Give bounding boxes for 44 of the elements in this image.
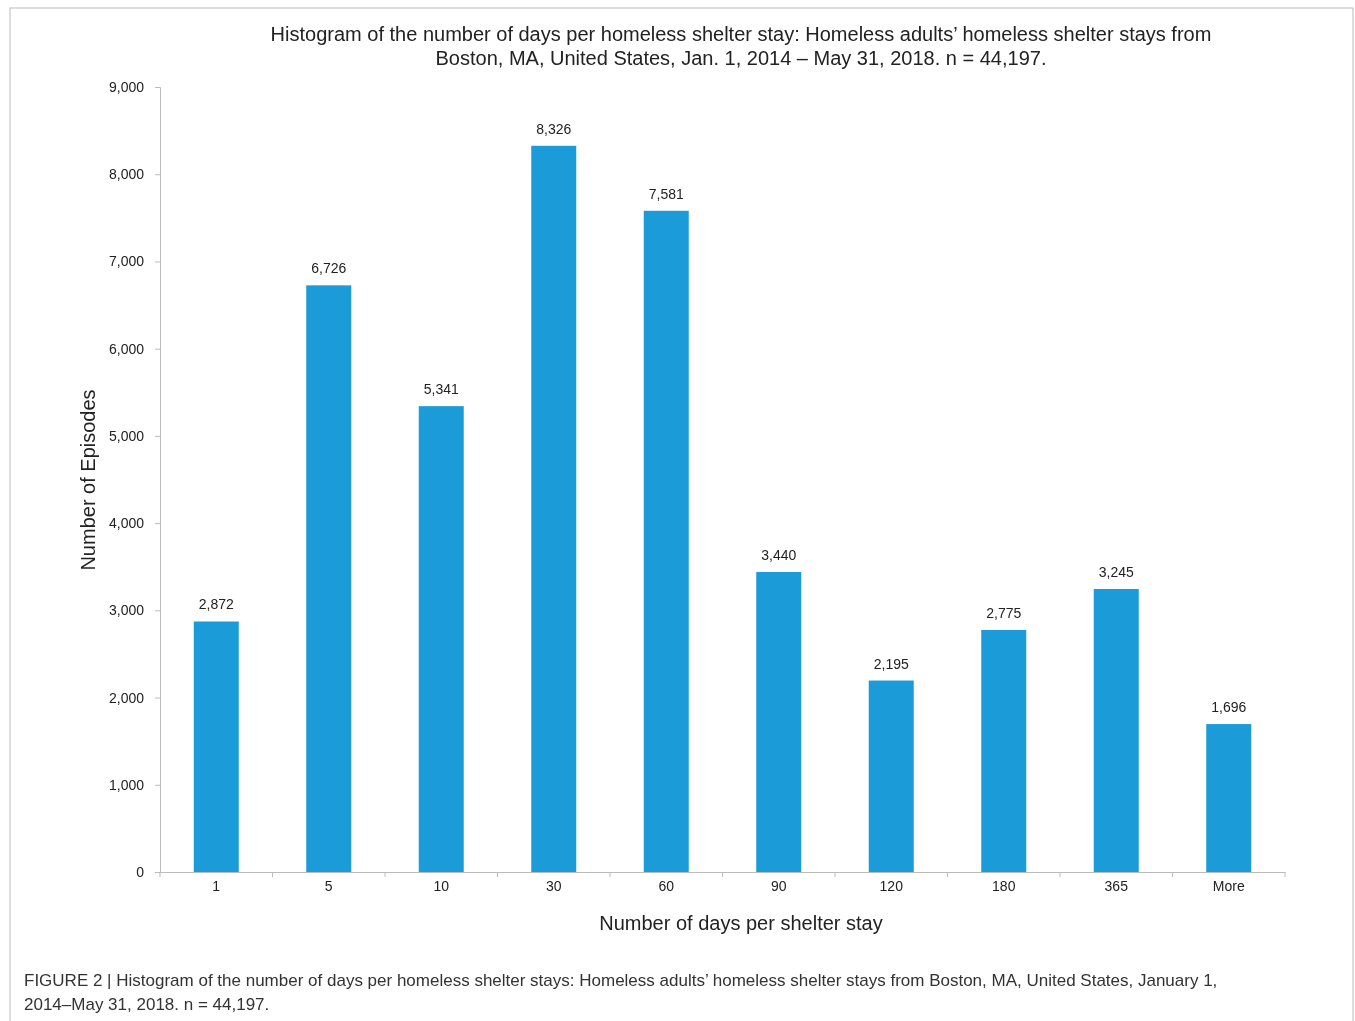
bar	[1206, 724, 1252, 872]
bar	[1093, 588, 1139, 872]
bar	[643, 210, 689, 872]
y-tick-label: 4,000	[108, 515, 145, 532]
x-tick-label: 30	[545, 878, 562, 894]
data-label: 8,326	[536, 120, 572, 137]
y-tick-label: 5,000	[108, 427, 145, 444]
x-tick-label: 120	[879, 878, 904, 894]
y-tick-label: 7,000	[108, 253, 145, 270]
data-label: 3,245	[1098, 563, 1134, 580]
x-tick-label: 365	[1104, 878, 1129, 894]
caption: FIGURE 2 | Histogram of the number of days per homeless shelter stays: Homeless adults’ homeless shelter stays from Boston, MA, United States, January 1, 2014–May 31, 2018. n = 44,197.	[24, 971, 1218, 1014]
x-tick-label: 1	[212, 878, 221, 894]
y-tick-label: 2,000	[108, 689, 145, 706]
data-label: 2,872	[198, 596, 234, 613]
bar	[756, 571, 802, 872]
data-label: 5,341	[423, 381, 459, 398]
bar	[868, 680, 914, 872]
x-tick-label: 90	[770, 878, 787, 894]
data-label: 6,726	[311, 260, 347, 277]
x-tick-label: 5	[324, 878, 333, 894]
y-tick-label: 0	[136, 863, 145, 880]
data-label: 3,440	[761, 546, 797, 563]
bar	[193, 621, 239, 872]
x-axis-title: Number of days per shelter stay	[599, 912, 883, 934]
bar	[531, 145, 577, 872]
y-tick-label: 3,000	[108, 602, 145, 619]
y-tick-label: 9,000	[108, 78, 145, 95]
bar	[418, 406, 464, 872]
x-tick-label: More	[1212, 878, 1245, 894]
data-label: 2,195	[873, 655, 909, 672]
data-label: 7,581	[648, 185, 684, 202]
bar	[981, 629, 1027, 872]
x-tick-label: 60	[658, 878, 675, 894]
y-tick-label: 6,000	[108, 340, 145, 357]
x-tick-label: 180	[992, 878, 1016, 894]
chart-title: Histogram of the number of days per homeless shelter stay: Homeless adults’ homeless shelter stays from Boston, MA, United States, Jan. 1, 2014 – May 31, 2018. n = 44,197.	[270, 23, 1212, 69]
y-axis-title: Number of Episodes	[77, 389, 99, 571]
x-tick-label: 10	[433, 878, 450, 894]
bar	[306, 285, 352, 872]
y-tick-label: 8,000	[108, 166, 145, 183]
data-label: 2,775	[986, 604, 1022, 621]
data-label: 1,696	[1211, 699, 1247, 716]
y-tick-label: 1,000	[108, 776, 145, 793]
